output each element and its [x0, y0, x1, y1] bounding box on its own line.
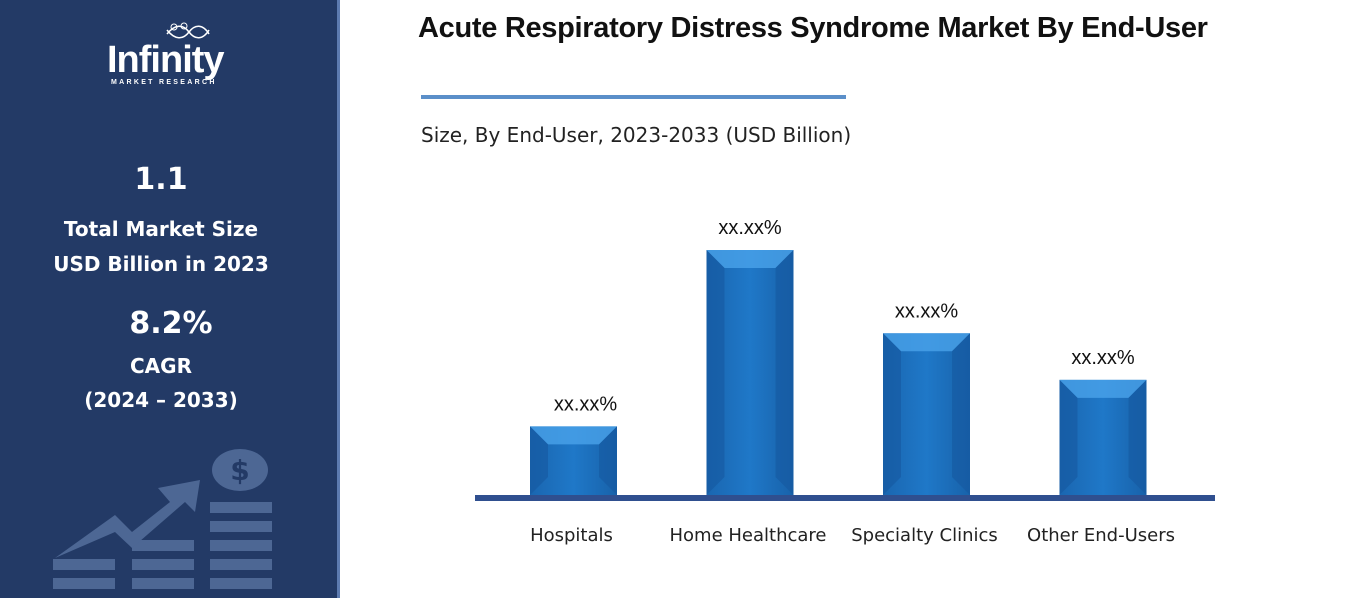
bar [530, 426, 617, 495]
infinity-logo: Infinity MARKET RESEARCH [107, 22, 225, 86]
x-tick-label: Other End-Users [1027, 525, 1175, 546]
svg-text:$: $ [230, 454, 249, 487]
cagr-value: 8.2% [129, 306, 213, 341]
svg-text:MARKET RESEARCH: MARKET RESEARCH [111, 79, 217, 86]
x-tick-label: Home Healthcare [670, 525, 827, 546]
bar [706, 250, 794, 495]
market-size-value: 1.1 [134, 162, 188, 197]
svg-text:Infinity: Infinity [107, 39, 224, 81]
x-tick-label: Hospitals [530, 525, 613, 546]
cagr-label: CAGR [130, 354, 192, 378]
title-underline [421, 95, 846, 99]
cagr-period: (2024 – 2033) [84, 388, 238, 412]
market-size-unit: USD Billion in 2023 [53, 252, 269, 276]
chart-title: Acute Respiratory Distress Syndrome Mark… [418, 12, 1208, 44]
x-tick-label: Specialty Clinics [851, 525, 998, 546]
bar [883, 333, 970, 495]
data-label: xx.xx% [1071, 347, 1135, 369]
market-size-label: Total Market Size [63, 217, 259, 241]
chart-subtitle: Size, By End-User, 2023-2033 (USD Billio… [421, 123, 852, 147]
data-label: xx.xx% [554, 393, 618, 415]
data-label: xx.xx% [718, 217, 782, 239]
x-axis-line [475, 495, 1215, 501]
bar [1059, 379, 1147, 495]
sidebar: Infinity MARKET RESEARCH 1.1 Total Marke… [0, 0, 340, 598]
growth-money-icon: $ [53, 449, 272, 589]
data-label: xx.xx% [895, 300, 959, 322]
